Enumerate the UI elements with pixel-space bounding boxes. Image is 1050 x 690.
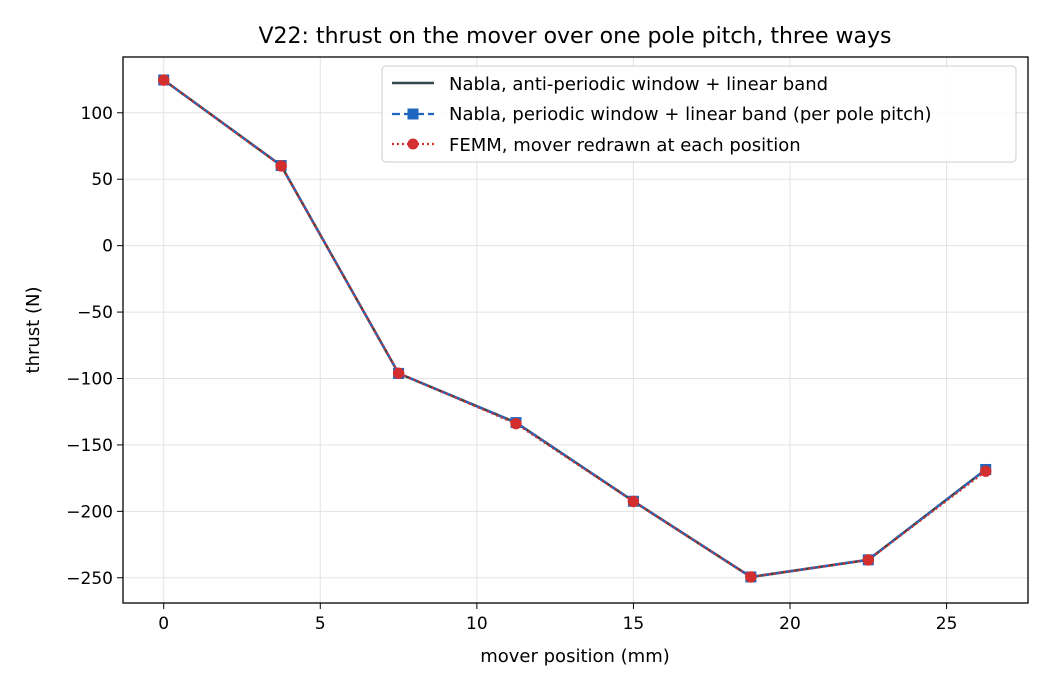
plot-area <box>158 74 992 583</box>
legend-label-series-3: FEMM, mover redrawn at each position <box>449 135 801 156</box>
legend-label-series-2: Nabla, periodic window + linear band (pe… <box>449 104 932 125</box>
x-tick-label: 15 <box>623 614 645 634</box>
series-3-point <box>275 160 287 172</box>
series-3-point <box>392 367 405 379</box>
y-tick-label: −150 <box>66 436 113 456</box>
series-3-point <box>627 495 640 508</box>
chart-title: V22: thrust on the mover over one pole p… <box>259 24 892 49</box>
y-tick-label: −200 <box>66 502 113 522</box>
series-3-point <box>980 465 992 477</box>
legend: Nabla, anti-periodic window + linear ban… <box>381 65 1017 163</box>
y-tick-label: −100 <box>66 369 113 389</box>
x-tick-label: 5 <box>315 614 326 634</box>
x-axis-label: mover position (mm) <box>480 646 670 667</box>
y-axis-label: thrust (N) <box>23 287 44 374</box>
y-tick-label: 50 <box>91 170 113 190</box>
legend-label-series-1: Nabla, anti-periodic window + linear ban… <box>449 74 828 95</box>
x-tick-label: 10 <box>466 614 488 634</box>
series-3 <box>158 74 992 583</box>
legend-marker-series-2 <box>407 108 419 120</box>
x-tick-label: 0 <box>158 614 169 634</box>
y-tick-label: 100 <box>81 104 113 124</box>
y-tick-label: 0 <box>102 237 113 257</box>
legend-marker-series-3 <box>407 138 419 150</box>
y-tick-label: −250 <box>66 569 113 589</box>
axes-frame <box>122 56 1029 604</box>
series-3-point <box>158 74 170 86</box>
x-tick-label: 25 <box>936 614 958 634</box>
axis-ticks: 0 5 10 15 20 25 100 50 0 −50 −100 −150 −200 −250 <box>66 104 957 634</box>
series-3-point <box>510 417 522 430</box>
legend-entries <box>392 81 434 150</box>
series-3-point <box>745 571 757 583</box>
y-tick-label: −50 <box>77 303 113 323</box>
series-3-point <box>862 554 874 566</box>
x-tick-label: 20 <box>779 614 801 634</box>
legend-box <box>381 65 1017 163</box>
series-3-line <box>163 79 987 579</box>
